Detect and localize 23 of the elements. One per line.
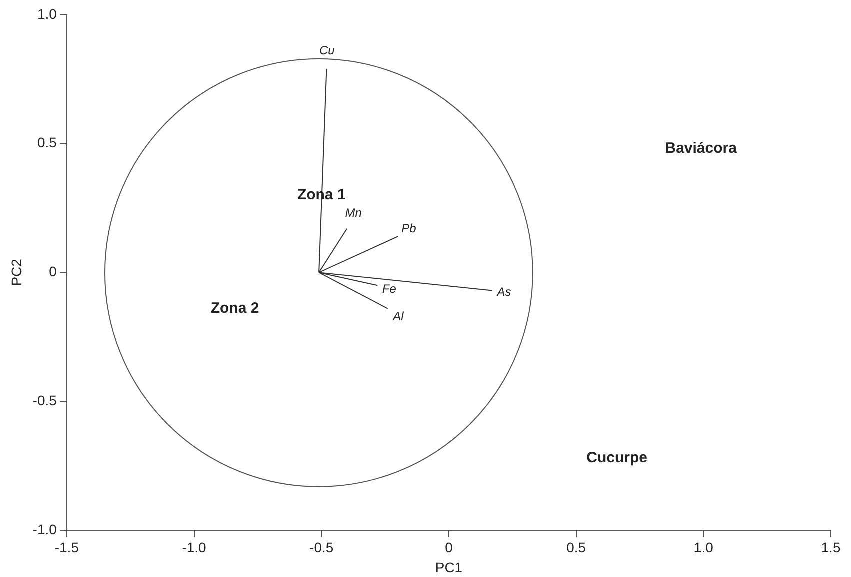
series-label: Mn [345,206,362,220]
series-label: Al [392,309,404,324]
x-tick-label: 1.5 [821,540,841,556]
series-label: Fe [382,282,397,296]
x-axis-title: PC1 [435,559,463,576]
annotation: Cucurpe [586,449,648,466]
x-tick-label: -1.5 [54,540,80,556]
x-tick-label: 1.0 [694,540,714,556]
series-label: Cu [319,43,336,58]
y-tick-label: 0.5 [37,134,58,151]
series-label: Pb [402,221,417,236]
y-tick-label: 1.0 [37,6,58,22]
annotation: Baviácora [665,140,738,158]
x-tick-label: -1.0 [182,540,207,556]
annotation: Zona 2 [210,300,260,317]
y-tick-label: -0.5 [32,392,58,408]
y-tick-label: -1.0 [32,521,58,538]
x-tick-label: -0.5 [310,540,334,556]
y-tick-label: 0 [49,264,58,280]
x-tick-label: 0 [445,540,454,556]
y-axis-title: PC2 [8,258,24,286]
series-label: As [496,284,512,299]
x-tick-label: 0.5 [566,540,586,556]
